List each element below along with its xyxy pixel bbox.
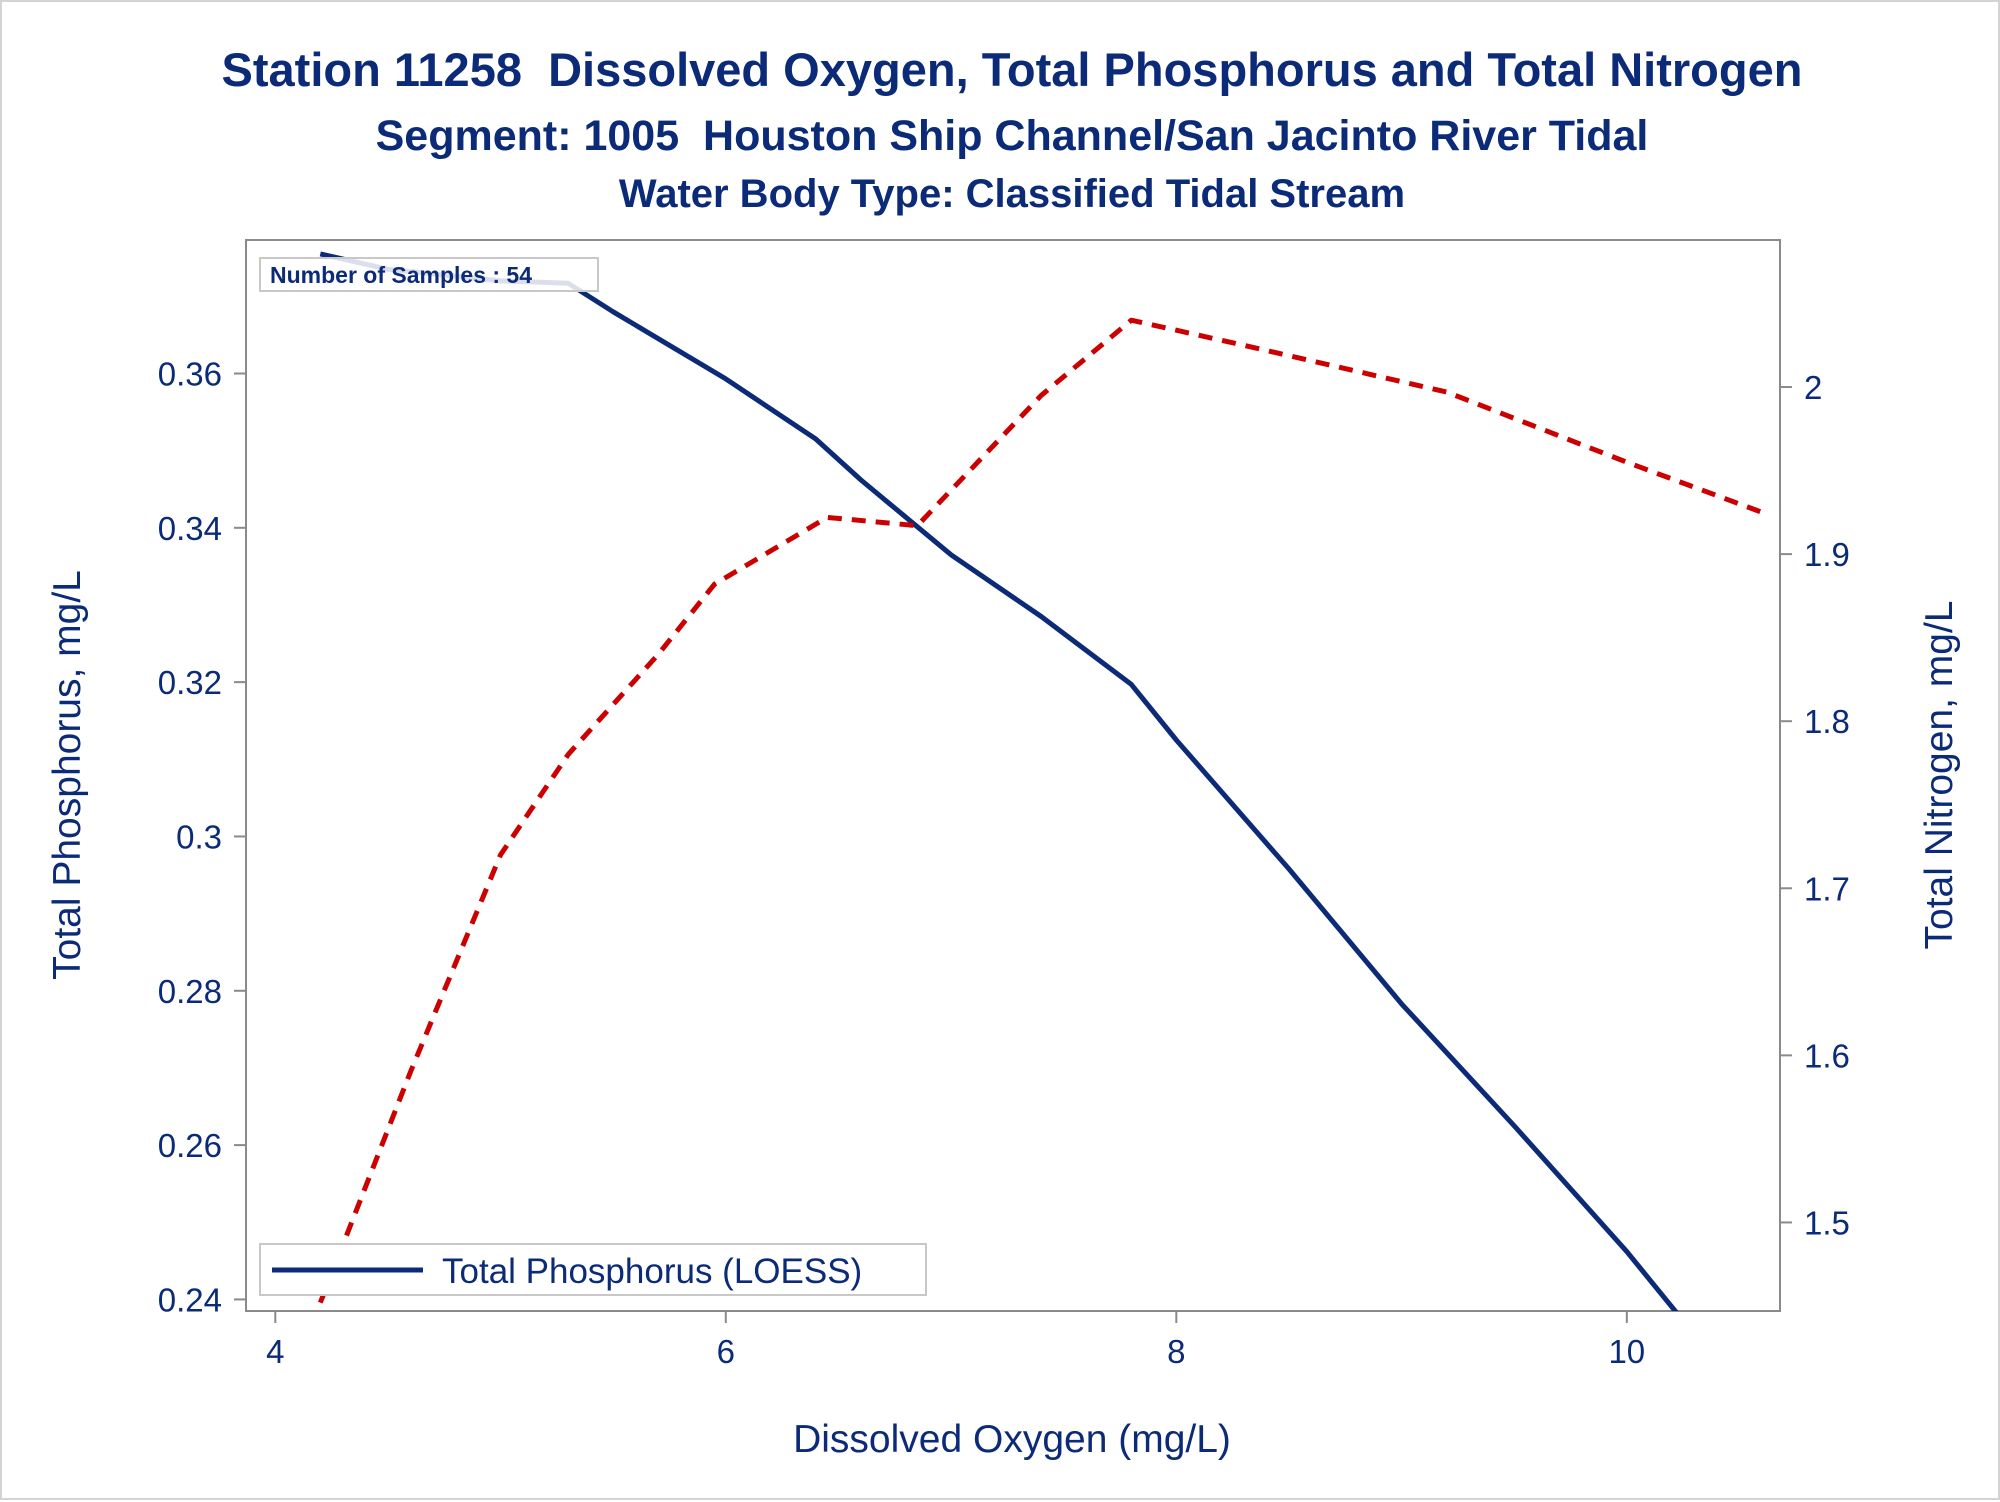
plot-area-border — [245, 239, 1781, 1312]
series-line-nitrogen — [317, 317, 1763, 1304]
y-tick-label: 0.36 — [158, 355, 222, 392]
y-axis-left: 0.24 0.26 0.28 0.3 0.32 0.34 0.36 — [158, 355, 246, 1318]
y-tick-label: 0.26 — [158, 1127, 222, 1164]
series-layer: Number of Samples : 54 — [259, 251, 1763, 1311]
sample-count-label: Number of Samples : 54 — [270, 262, 532, 288]
y2-axis-label: Total Nitrogen, mg/L — [1918, 600, 1961, 949]
y-tick-label: 0.32 — [158, 664, 222, 701]
y-axis-right: 1.5 1.6 1.7 1.8 1.9 2 — [1780, 369, 1850, 1241]
chart-title: Station 11258 Dissolved Oxygen, Total Ph… — [222, 43, 1803, 96]
y-axis-label: Total Phosphorus, mg/L — [46, 570, 89, 980]
y2-tick-label: 2 — [1804, 369, 1822, 406]
x-axis: 4 6 8 10 — [266, 1311, 1645, 1370]
y-tick-label: 0.24 — [158, 1281, 222, 1318]
x-tick-label: 4 — [266, 1333, 284, 1370]
sample-count-inset: Number of Samples : 54 — [259, 257, 599, 292]
y-tick-label: 0.28 — [158, 973, 222, 1010]
y-tick-label: 0.34 — [158, 510, 222, 547]
y-tick-label: 0.3 — [176, 818, 222, 855]
x-tick-label: 8 — [1167, 1333, 1185, 1370]
x-axis-label: Dissolved Oxygen (mg/L) — [793, 1418, 1231, 1461]
legend-label-phosphorus: Total Phosphorus (LOESS) — [442, 1252, 862, 1291]
chart-subtitle: Segment: 1005 Houston Ship Channel/San J… — [376, 112, 1649, 160]
x-tick-label: 6 — [717, 1333, 735, 1370]
legend: Total Phosphorus (LOESS) — [259, 1243, 927, 1296]
y2-tick-label: 1.8 — [1804, 703, 1850, 740]
y2-tick-label: 1.6 — [1804, 1037, 1850, 1074]
y2-tick-label: 1.7 — [1804, 870, 1850, 907]
y2-tick-label: 1.5 — [1804, 1204, 1850, 1241]
series-line-phosphorus — [319, 251, 1679, 1311]
sample-count-box — [259, 257, 599, 292]
y2-tick-label: 1.9 — [1804, 536, 1850, 573]
x-tick-label: 10 — [1608, 1333, 1645, 1370]
chart-subtitle-water-body: Water Body Type: Classified Tidal Stream — [619, 172, 1405, 216]
